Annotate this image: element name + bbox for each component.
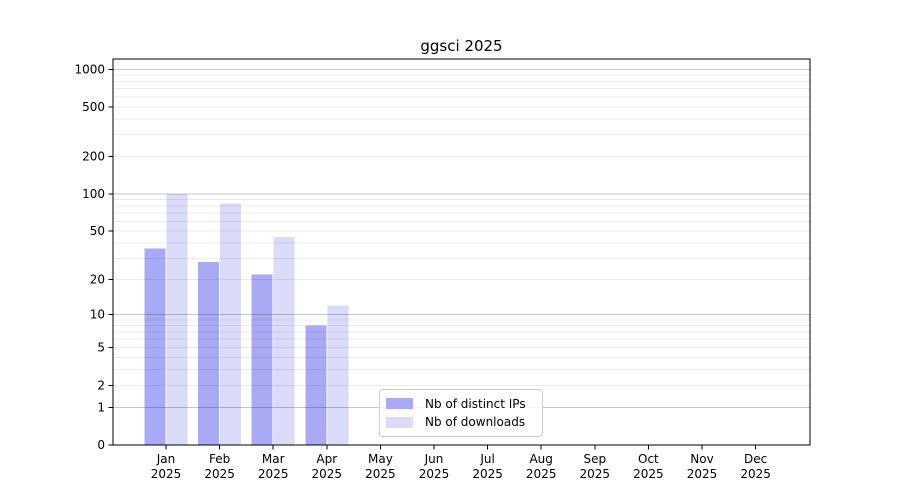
x-tick-sublabel-apr: 2025 bbox=[312, 467, 343, 481]
x-tick-label-aug: Aug bbox=[529, 452, 552, 466]
bar-s0-mar bbox=[251, 274, 273, 445]
bar-s1-feb bbox=[220, 203, 242, 445]
bar-s0-apr bbox=[305, 325, 327, 445]
bar-s1-mar bbox=[273, 236, 295, 445]
legend-item-distinct-ips: Nb of distinct IPs bbox=[386, 397, 534, 411]
bar-s0-feb bbox=[198, 261, 220, 445]
y-tick-label-500: 500 bbox=[82, 100, 105, 114]
plot-border bbox=[112, 58, 811, 446]
x-tick-sublabel-jul: 2025 bbox=[472, 467, 503, 481]
x-tick-sublabel-nov: 2025 bbox=[687, 467, 718, 481]
bar-s0-jan bbox=[144, 248, 166, 445]
y-tick-label-10: 10 bbox=[90, 308, 105, 322]
legend: Nb of distinct IPs Nb of downloads bbox=[379, 389, 543, 437]
x-tick-sublabel-mar: 2025 bbox=[258, 467, 289, 481]
x-tick-label-apr: Apr bbox=[316, 452, 337, 466]
bar-s1-apr bbox=[327, 305, 349, 445]
chart-title: ggsci 2025 bbox=[420, 37, 503, 55]
x-tick-sublabel-jan: 2025 bbox=[151, 467, 182, 481]
x-tick-sublabel-sep: 2025 bbox=[580, 467, 611, 481]
x-tick-label-may: May bbox=[368, 452, 393, 466]
x-tick-sublabel-dec: 2025 bbox=[740, 467, 771, 481]
legend-item-downloads: Nb of downloads bbox=[386, 415, 534, 429]
y-tick-label-2: 2 bbox=[97, 378, 105, 392]
x-tick-sublabel-feb: 2025 bbox=[204, 467, 235, 481]
x-tick-label-jul: Jul bbox=[479, 452, 494, 466]
legend-label-distinct-ips: Nb of distinct IPs bbox=[425, 396, 526, 411]
y-tick-label-100: 100 bbox=[82, 187, 105, 201]
y-tick-label-200: 200 bbox=[82, 150, 105, 164]
x-tick-label-mar: Mar bbox=[262, 452, 285, 466]
x-tick-label-jan: Jan bbox=[156, 452, 176, 466]
x-tick-sublabel-oct: 2025 bbox=[633, 467, 664, 481]
x-tick-label-oct: Oct bbox=[638, 452, 659, 466]
x-tick-sublabel-aug: 2025 bbox=[526, 467, 557, 481]
legend-swatch-distinct-ips bbox=[386, 398, 413, 410]
x-tick-sublabel-may: 2025 bbox=[365, 467, 396, 481]
y-tick-label-50: 50 bbox=[90, 224, 105, 238]
y-tick-label-1: 1 bbox=[97, 400, 105, 414]
x-tick-label-feb: Feb bbox=[209, 452, 230, 466]
legend-label-downloads: Nb of downloads bbox=[425, 415, 526, 430]
x-tick-sublabel-jun: 2025 bbox=[419, 467, 450, 481]
legend-swatch-downloads bbox=[386, 416, 413, 428]
y-tick-label-1000: 1000 bbox=[74, 62, 105, 76]
x-tick-label-nov: Nov bbox=[690, 452, 713, 466]
bar-s1-jan bbox=[166, 194, 188, 445]
y-tick-label-0: 0 bbox=[97, 438, 105, 452]
y-tick-label-5: 5 bbox=[97, 341, 105, 355]
x-tick-label-sep: Sep bbox=[583, 452, 606, 466]
y-tick-label-20: 20 bbox=[90, 272, 105, 286]
x-tick-label-dec: Dec bbox=[744, 452, 767, 466]
x-tick-label-jun: Jun bbox=[424, 452, 444, 466]
